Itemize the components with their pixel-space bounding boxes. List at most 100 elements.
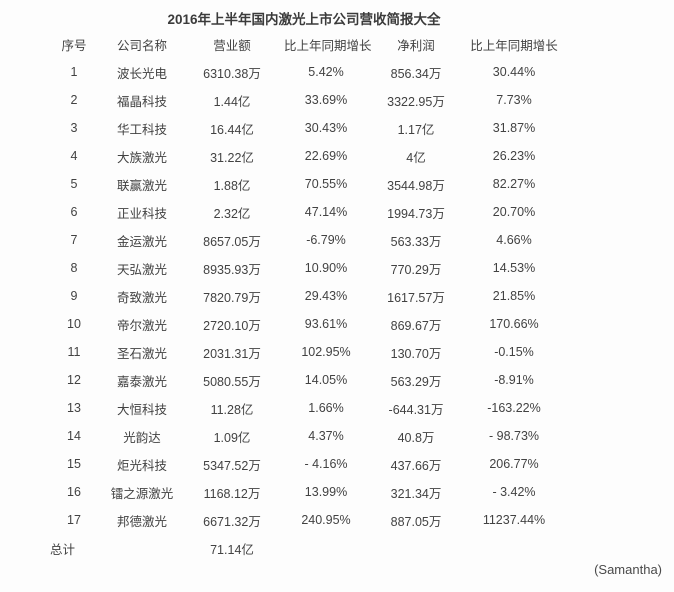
cell-profit-growth: 7.73%: [496, 93, 532, 107]
cell-company: 联赢激光: [116, 178, 167, 193]
cell-revenue: 6671.32万: [203, 514, 261, 529]
cell-net-profit: 437.66万: [390, 458, 442, 473]
cell-net-profit: 856.34万: [390, 66, 442, 81]
cell-revenue-growth: -6.79%: [306, 233, 346, 247]
cell-revenue-growth: 47.14%: [304, 205, 348, 219]
cell-net-profit: 1.17亿: [397, 122, 435, 137]
cell-company: 邦德激光: [116, 514, 167, 529]
cell-revenue-growth: 14.05%: [304, 373, 348, 387]
cell-company: 华工科技: [116, 122, 167, 137]
cell-revenue: 5080.55万: [203, 374, 261, 389]
cell-revenue-growth: 10.90%: [304, 261, 348, 275]
cell-revenue-growth: 29.43%: [304, 289, 348, 303]
column-header-revenue-growth: 比上年同期增长: [284, 38, 372, 53]
cell-revenue: 1.88亿: [213, 178, 251, 193]
cell-net-profit: 3322.95万: [387, 94, 445, 109]
cell-company: 波长光电: [116, 66, 167, 81]
cell-company: 嘉泰激光: [116, 374, 167, 389]
column-header-revenue: 营业额: [213, 38, 251, 53]
cell-profit-growth: -0.15%: [494, 345, 534, 359]
cell-index: 13: [67, 401, 81, 415]
cell-revenue-growth: 33.69%: [304, 93, 348, 107]
cell-net-profit: 1994.73万: [387, 206, 445, 221]
cell-company: [104, 534, 180, 562]
table-row: 16 镭之源激光 1168.12万 13.99% 321.34万 - 3.42%: [44, 478, 564, 506]
column-header-company: 公司名称: [116, 38, 167, 53]
cell-revenue: 8935.93万: [203, 262, 261, 277]
table-row: 15 炬光科技 5347.52万 - 4.16% 437.66万 206.77%: [44, 450, 564, 478]
cell-index: 8: [70, 261, 78, 275]
cell-net-profit: 770.29万: [390, 262, 442, 277]
cell-net-profit: [368, 534, 464, 562]
table-header: 序号 公司名称 营业额 比上年同期增长 净利润 比上年同期增长: [44, 30, 564, 58]
cell-profit-growth: 206.77%: [489, 457, 539, 471]
cell-company: 福晶科技: [116, 94, 167, 109]
cell-index: 1: [70, 65, 78, 79]
cell-company: 镭之源激光: [110, 486, 174, 501]
cell-index: 17: [67, 513, 81, 527]
table-row: 2 福晶科技 1.44亿 33.69% 3322.95万 7.73%: [44, 86, 564, 114]
cell-index: 14: [67, 429, 81, 443]
cell-revenue: 6310.38万: [203, 66, 261, 81]
cell-revenue: 5347.52万: [203, 458, 261, 473]
header-row: 序号 公司名称 营业额 比上年同期增长 净利润 比上年同期增长: [44, 30, 564, 58]
cell-index: 10: [67, 317, 81, 331]
cell-revenue-growth: 93.61%: [304, 317, 348, 331]
cell-profit-growth: -8.91%: [494, 373, 534, 387]
table-body: 1 波长光电 6310.38万 5.42% 856.34万 30.44% 2 福…: [44, 58, 564, 562]
table-row: 1 波长光电 6310.38万 5.42% 856.34万 30.44%: [44, 58, 564, 86]
cell-index: 4: [70, 149, 78, 163]
column-header-index: 序号: [61, 38, 87, 53]
table-row: 14 光韵达 1.09亿 4.37% 40.8万 - 98.73%: [44, 422, 564, 450]
cell-profit-growth: 21.85%: [492, 289, 536, 303]
page-title: 2016年上半年国内激光上市公司营收简报大全: [167, 12, 441, 27]
cell-revenue: 8657.05万: [203, 234, 261, 249]
cell-profit-growth: 82.27%: [492, 177, 536, 191]
cell-revenue-growth: 5.42%: [308, 65, 344, 79]
cell-revenue-growth: 102.95%: [301, 345, 351, 359]
table-row: 4 大族激光 31.22亿 22.69% 4亿 26.23%: [44, 142, 564, 170]
cell-company: 大恒科技: [116, 402, 167, 417]
table-row: 7 金运激光 8657.05万 -6.79% 563.33万 4.66%: [44, 226, 564, 254]
cell-profit-growth: 170.66%: [489, 317, 539, 331]
cell-company: 光韵达: [123, 430, 161, 445]
cell-profit-growth: - 3.42%: [492, 485, 536, 499]
cell-net-profit: 563.33万: [390, 234, 442, 249]
table-row: 5 联赢激光 1.88亿 70.55% 3544.98万 82.27%: [44, 170, 564, 198]
cell-index: 2: [70, 93, 78, 107]
cell-revenue-growth: 13.99%: [304, 485, 348, 499]
cell-company: 天弘激光: [116, 262, 167, 277]
cell-net-profit: 4亿: [406, 150, 426, 165]
cell-revenue-growth: [284, 534, 368, 562]
table-row: 10 帝尔激光 2720.10万 93.61% 869.67万 170.66%: [44, 310, 564, 338]
cell-net-profit: -644.31万: [388, 402, 444, 417]
cell-revenue-growth: 30.43%: [304, 121, 348, 135]
total-label: 总计: [50, 542, 76, 557]
cell-profit-growth: 14.53%: [492, 261, 536, 275]
table-row: 17 邦德激光 6671.32万 240.95% 887.05万 11237.4…: [44, 506, 564, 534]
cell-revenue-growth: - 4.16%: [304, 457, 348, 471]
table-row: 11 圣石激光 2031.31万 102.95% 130.70万 -0.15%: [44, 338, 564, 366]
cell-revenue: 7820.79万: [203, 290, 261, 305]
cell-revenue: 16.44亿: [210, 122, 254, 137]
table-row: 9 奇致激光 7820.79万 29.43% 1617.57万 21.85%: [44, 282, 564, 310]
cell-profit-growth: 20.70%: [492, 205, 536, 219]
cell-index: 7: [70, 233, 78, 247]
table-row: 3 华工科技 16.44亿 30.43% 1.17亿 31.87%: [44, 114, 564, 142]
cell-net-profit: 1617.57万: [387, 290, 445, 305]
column-header-net-profit: 净利润: [397, 38, 435, 53]
cell-company: 奇致激光: [116, 290, 167, 305]
cell-index: 12: [67, 373, 81, 387]
table-row: 12 嘉泰激光 5080.55万 14.05% 563.29万 -8.91%: [44, 366, 564, 394]
cell-profit-growth: 4.66%: [496, 233, 532, 247]
cell-profit-growth: 26.23%: [492, 149, 536, 163]
cell-net-profit: 130.70万: [390, 346, 442, 361]
cell-revenue: 2720.10万: [203, 318, 261, 333]
cell-profit-growth: -163.22%: [487, 401, 541, 415]
cell-index: 9: [70, 289, 78, 303]
signature-text: (Samantha): [594, 562, 662, 577]
cell-revenue: 1.44亿: [213, 94, 251, 109]
cell-revenue-growth: 240.95%: [301, 513, 351, 527]
cell-revenue: 1.09亿: [213, 430, 251, 445]
